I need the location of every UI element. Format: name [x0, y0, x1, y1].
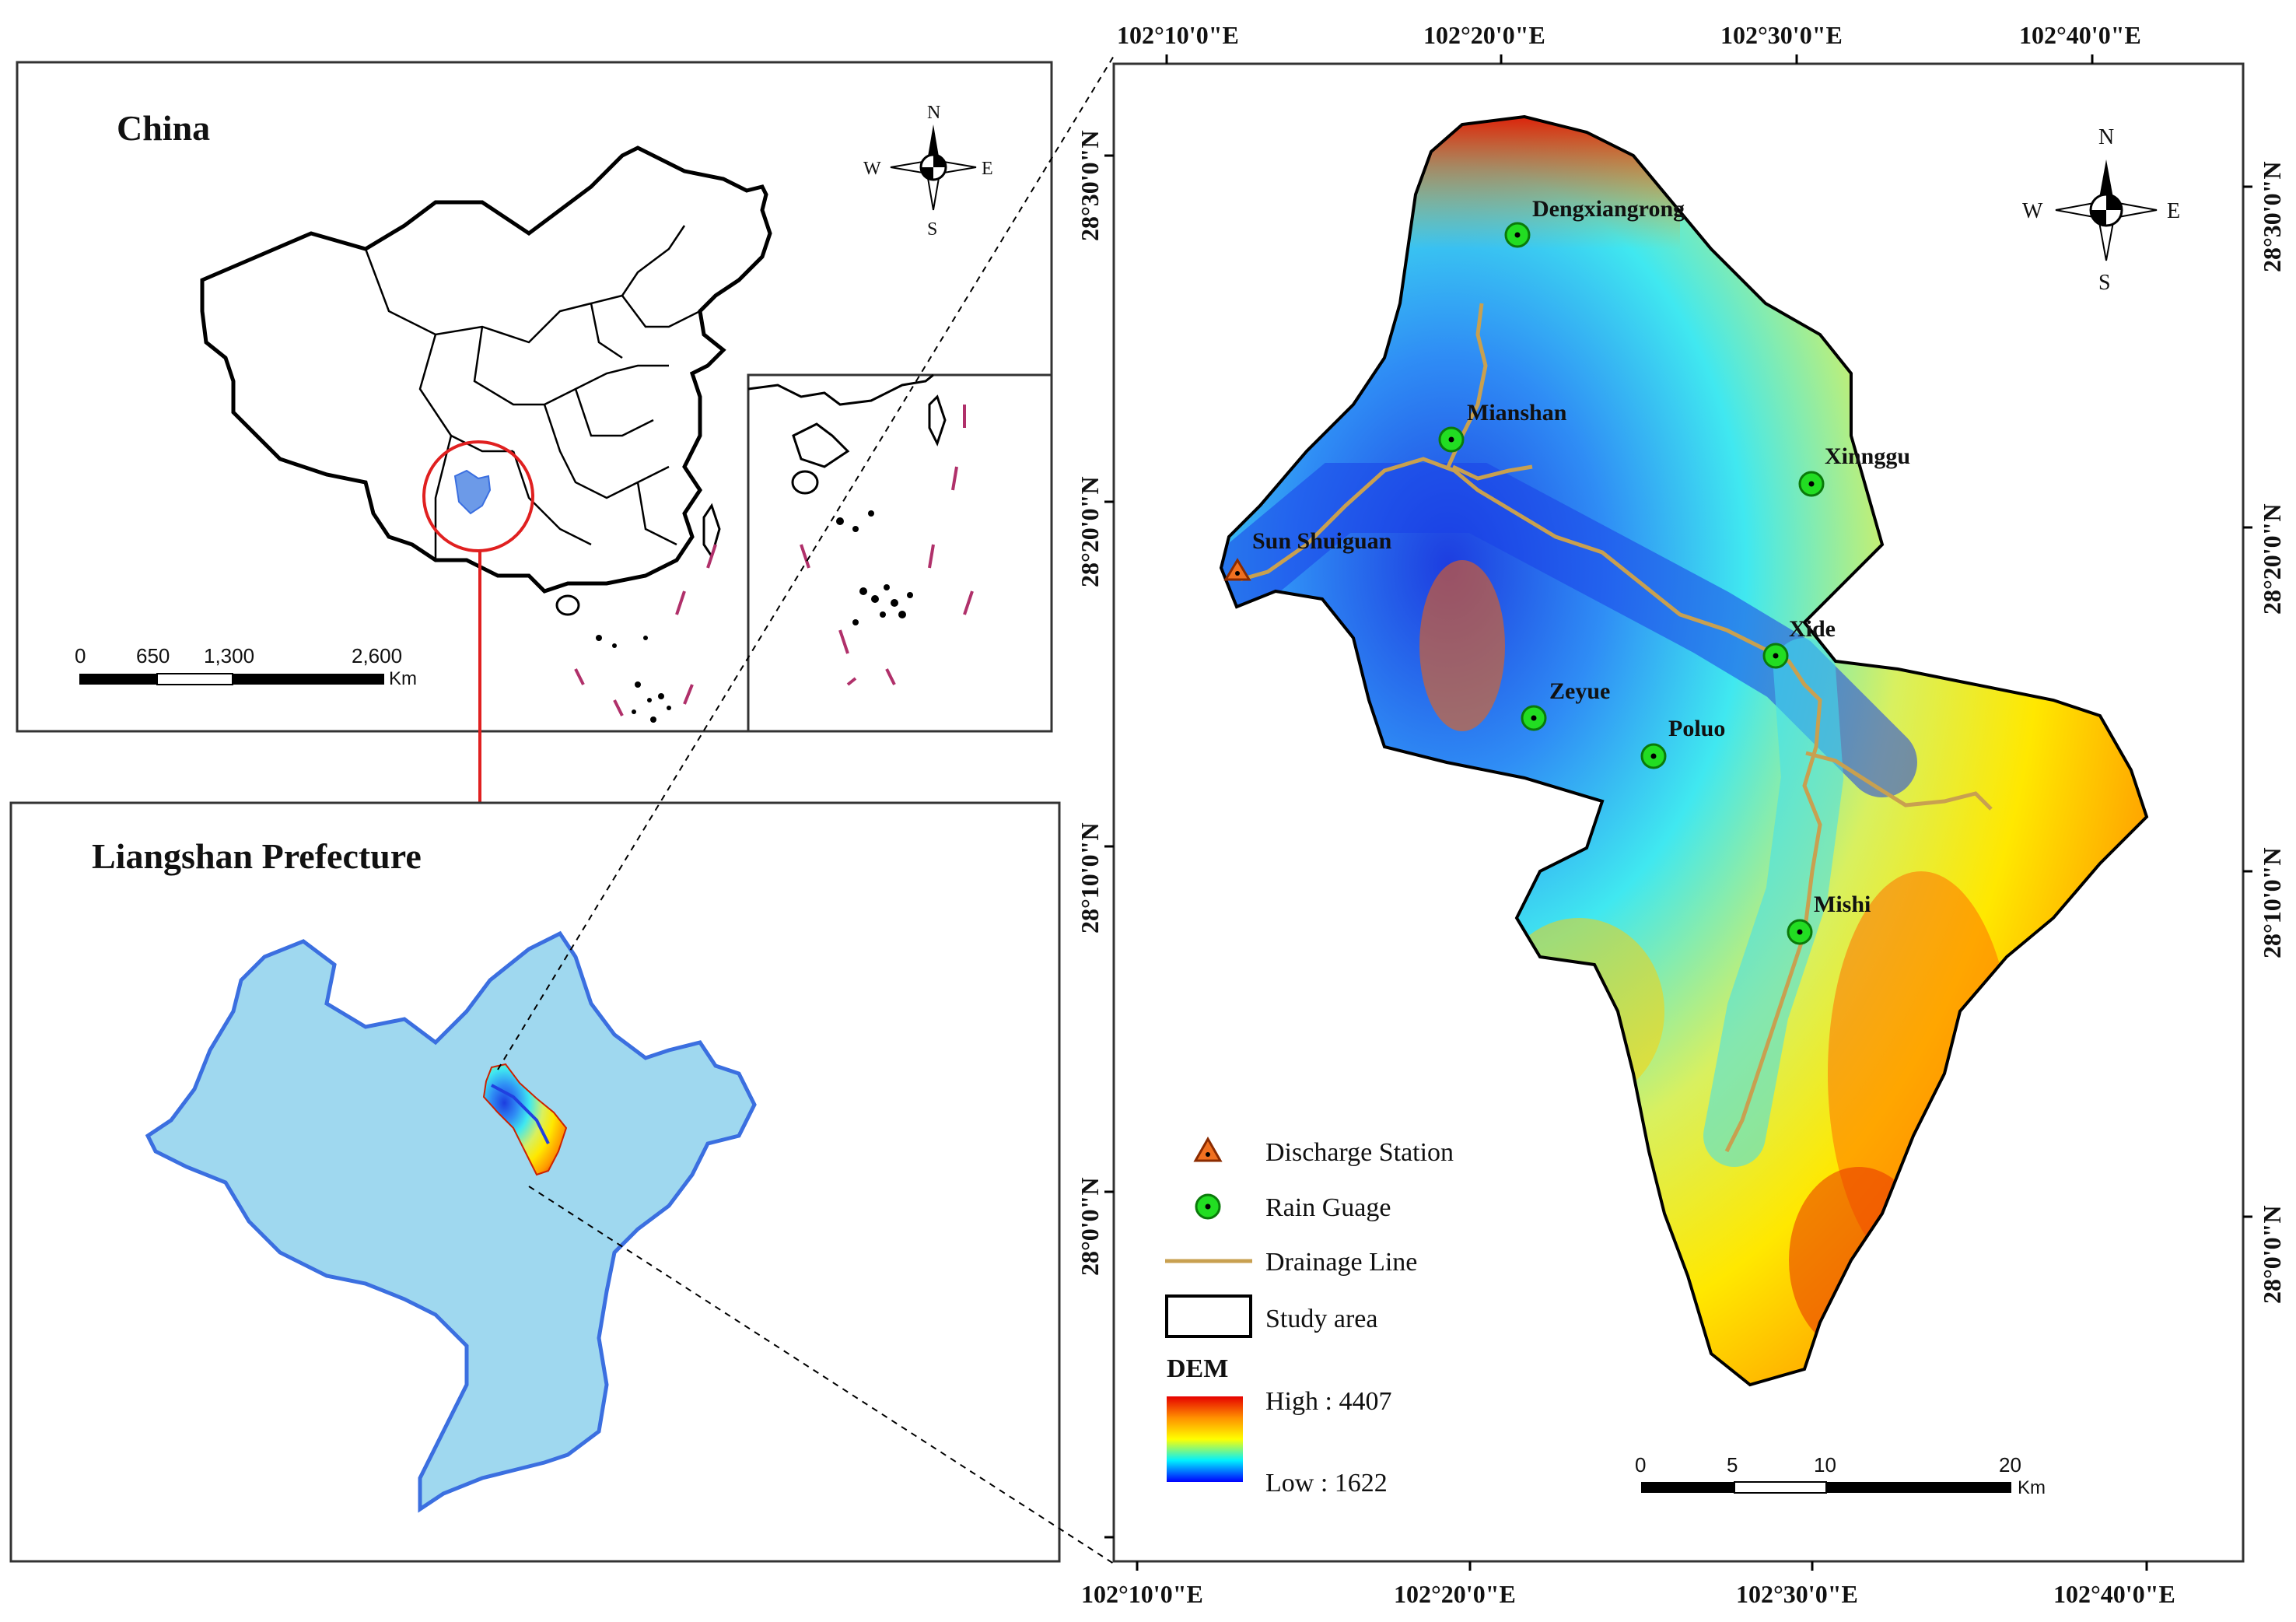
south-china-sea-inset — [747, 373, 1053, 733]
top-lon-label-4: 102°40'0"E — [2019, 21, 2141, 49]
rain-gauge-label: Poluo — [1668, 716, 1725, 741]
rain-gauge-label: Mianshan — [1467, 400, 1567, 426]
china-compass-south: S — [927, 219, 937, 240]
graticule-ticks — [1104, 54, 2252, 1571]
inset-hainan — [791, 470, 819, 495]
rain-gauge-dengxiangrong: Dengxiangrong — [1504, 196, 1685, 248]
right-lat-label-4: 28°0'0"N — [2258, 1205, 2286, 1304]
china-scale-1300: 1,300 — [204, 644, 254, 667]
liangshan-basin-river — [491, 1084, 550, 1144]
right-lat-label-3: 28°10'0"N — [2258, 847, 2286, 958]
liangshan-panel: Liangshan Prefecture — [9, 801, 1061, 1563]
top-lon-label-3: 102°30'0"E — [1720, 21, 1843, 49]
rain-gauge-zeyue: Zeyue — [1521, 678, 1610, 731]
left-lat-label-2: 28°20'0"N — [1076, 476, 1104, 587]
rain-gauge-label: Xinnggu — [1825, 443, 1910, 469]
study-compass-south: S — [2098, 271, 2111, 295]
nine-dash-line — [574, 544, 717, 716]
inset-land — [792, 422, 850, 468]
hainan-island — [555, 594, 580, 616]
rain-gauge-label: Xide — [1789, 616, 1836, 642]
china-scale-bar: 0 650 1,300 2,600 Km — [75, 644, 417, 689]
china-scale-unit: Km — [389, 668, 417, 689]
china-panel: China — [16, 61, 1053, 733]
sea-islands — [596, 635, 671, 723]
legend-dem-high: High : 4407 — [1265, 1387, 1391, 1416]
bottom-lon-label-3: 102°30'0"E — [1736, 1580, 1858, 1608]
bottom-lon-label-4: 102°40'0"E — [2053, 1580, 2175, 1608]
study-area-panel: Sun Shuiguan Dengxiangrong Mianshan Xinn… — [1076, 21, 2286, 1608]
legend-discharge-symbol — [1193, 1136, 1223, 1162]
left-lat-label-3: 28°10'0"N — [1076, 822, 1104, 934]
rain-gauge-poluo: Poluo — [1640, 716, 1725, 769]
study-compass-west: W — [2022, 199, 2043, 223]
china-compass-north: N — [927, 103, 940, 123]
inset-dash-line — [800, 405, 974, 686]
study-compass — [2055, 159, 2158, 261]
rain-gauge-label: Mishi — [1814, 892, 1871, 917]
china-outline — [200, 145, 772, 594]
rain-gauge-xide: Xide — [1762, 616, 1836, 669]
discharge-station-sun-shuiguan: Sun Shuiguan — [1223, 528, 1392, 581]
top-lon-label-2: 102°20'0"E — [1423, 21, 1545, 49]
legend-rain-label: Rain Guage — [1265, 1193, 1391, 1222]
china-title: China — [117, 108, 210, 148]
liangshan-title: Liangshan Prefecture — [92, 836, 422, 876]
china-scale-2600: 2,600 — [352, 644, 402, 667]
china-compass-east: E — [982, 159, 993, 179]
liangshan-in-china — [453, 469, 492, 515]
study-scale-20: 20 — [1999, 1453, 2021, 1477]
legend-study-label: Study area — [1265, 1305, 1377, 1333]
discharge-station-label: Sun Shuiguan — [1252, 528, 1392, 554]
study-scale-10: 10 — [1814, 1453, 1836, 1477]
bottom-lon-label-2: 102°20'0"E — [1394, 1580, 1516, 1608]
bottom-lon-label-1: 102°10'0"E — [1081, 1580, 1203, 1608]
inset-islands — [836, 510, 913, 625]
legend-dem-title: DEM — [1167, 1354, 1228, 1383]
china-compass — [890, 124, 977, 211]
legend-dem-ramp — [1167, 1396, 1243, 1482]
taiwan-island — [702, 503, 721, 559]
china-scale-650: 650 — [136, 644, 170, 667]
inset-coastline — [747, 373, 934, 406]
legend-dem-low: Low : 1622 — [1265, 1469, 1388, 1498]
study-scale-0: 0 — [1635, 1453, 1646, 1477]
rain-gauge-mianshan: Mianshan — [1438, 400, 1567, 453]
study-scale-bar: 0 5 10 20 Km — [1635, 1453, 2046, 1498]
left-lat-label-1: 28°30'0"N — [1076, 130, 1104, 241]
legend-study-symbol — [1165, 1294, 1252, 1338]
rain-gauge-xinnggu: Xinnggu — [1798, 443, 1910, 497]
rain-gauge-label: Zeyue — [1549, 678, 1610, 704]
inset-taiwan — [928, 394, 947, 447]
legend-discharge-label: Discharge Station — [1265, 1138, 1454, 1167]
left-lat-label-4: 28°0'0"N — [1076, 1177, 1104, 1276]
china-compass-west: W — [863, 159, 881, 179]
study-scale-5: 5 — [1727, 1453, 1738, 1477]
china-scale-0: 0 — [75, 644, 86, 667]
study-compass-east: E — [2167, 199, 2180, 223]
liangshan-prefecture-shape — [145, 930, 757, 1513]
map-legend: Discharge Station Rain Guage Drainage Li… — [1165, 1136, 1454, 1498]
study-compass-north: N — [2098, 125, 2114, 149]
rain-gauge-mishi: Mishi — [1787, 892, 1871, 945]
study-scale-unit: Km — [2018, 1477, 2046, 1498]
rain-gauge-label: Dengxiangrong — [1532, 196, 1685, 222]
right-lat-label-2: 28°20'0"N — [2258, 503, 2286, 615]
province-lines — [364, 225, 701, 560]
legend-drainage-label: Drainage Line — [1265, 1248, 1417, 1277]
top-lon-label-1: 102°10'0"E — [1117, 21, 1239, 49]
right-lat-label-1: 28°30'0"N — [2258, 161, 2286, 272]
